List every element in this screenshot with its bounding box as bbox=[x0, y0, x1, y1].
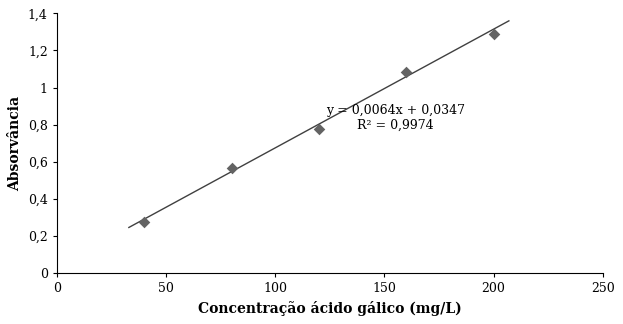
Point bbox=[139, 219, 149, 225]
Point bbox=[488, 31, 498, 36]
Point bbox=[401, 70, 411, 75]
X-axis label: Concentração ácido gálico (mg/L): Concentração ácido gálico (mg/L) bbox=[198, 301, 462, 316]
Point bbox=[314, 126, 324, 131]
Text: y = 0,0064x + 0,0347
R² = 0,9974: y = 0,0064x + 0,0347 R² = 0,9974 bbox=[326, 104, 465, 132]
Point bbox=[227, 166, 237, 171]
Y-axis label: Absorvância: Absorvância bbox=[8, 96, 22, 191]
